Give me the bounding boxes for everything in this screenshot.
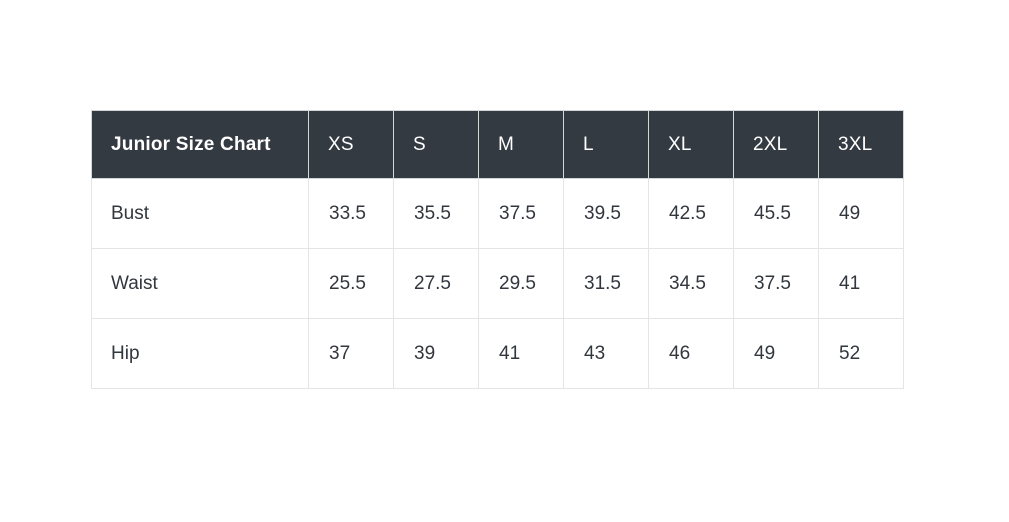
table-cell: 34.5 [648, 248, 734, 319]
table-cell: 52 [818, 318, 904, 389]
table-header-row: Junior Size Chart XS S M L XL 2XL 3XL [91, 110, 904, 179]
table-cell: 35.5 [393, 178, 479, 249]
row-label-bust: Bust [91, 178, 309, 249]
table-cell: 41 [818, 248, 904, 319]
table-cell: 37 [308, 318, 394, 389]
table-cell: 37.5 [478, 178, 564, 249]
table-cell: 41 [478, 318, 564, 389]
header-cell-xl: XL [648, 110, 734, 179]
table-row-hip: Hip 37 39 41 43 46 49 52 [91, 318, 904, 389]
table-cell: 33.5 [308, 178, 394, 249]
header-cell-s: S [393, 110, 479, 179]
table-cell: 43 [563, 318, 649, 389]
table-cell: 49 [818, 178, 904, 249]
table-cell: 46 [648, 318, 734, 389]
header-cell-2xl: 2XL [733, 110, 819, 179]
header-cell-3xl: 3XL [818, 110, 904, 179]
table-title-cell: Junior Size Chart [91, 110, 309, 179]
table-cell: 29.5 [478, 248, 564, 319]
header-cell-xs: XS [308, 110, 394, 179]
table-cell: 31.5 [563, 248, 649, 319]
row-label-waist: Waist [91, 248, 309, 319]
table-cell: 49 [733, 318, 819, 389]
header-cell-l: L [563, 110, 649, 179]
table-row-bust: Bust 33.5 35.5 37.5 39.5 42.5 45.5 49 [91, 178, 904, 249]
table-cell: 37.5 [733, 248, 819, 319]
row-label-hip: Hip [91, 318, 309, 389]
table-cell: 27.5 [393, 248, 479, 319]
table-cell: 42.5 [648, 178, 734, 249]
table-cell: 45.5 [733, 178, 819, 249]
table-cell: 39 [393, 318, 479, 389]
junior-size-chart-table: Junior Size Chart XS S M L XL 2XL 3XL Bu… [91, 110, 904, 389]
table-cell: 25.5 [308, 248, 394, 319]
table-row-waist: Waist 25.5 27.5 29.5 31.5 34.5 37.5 41 [91, 248, 904, 319]
table-cell: 39.5 [563, 178, 649, 249]
header-cell-m: M [478, 110, 564, 179]
